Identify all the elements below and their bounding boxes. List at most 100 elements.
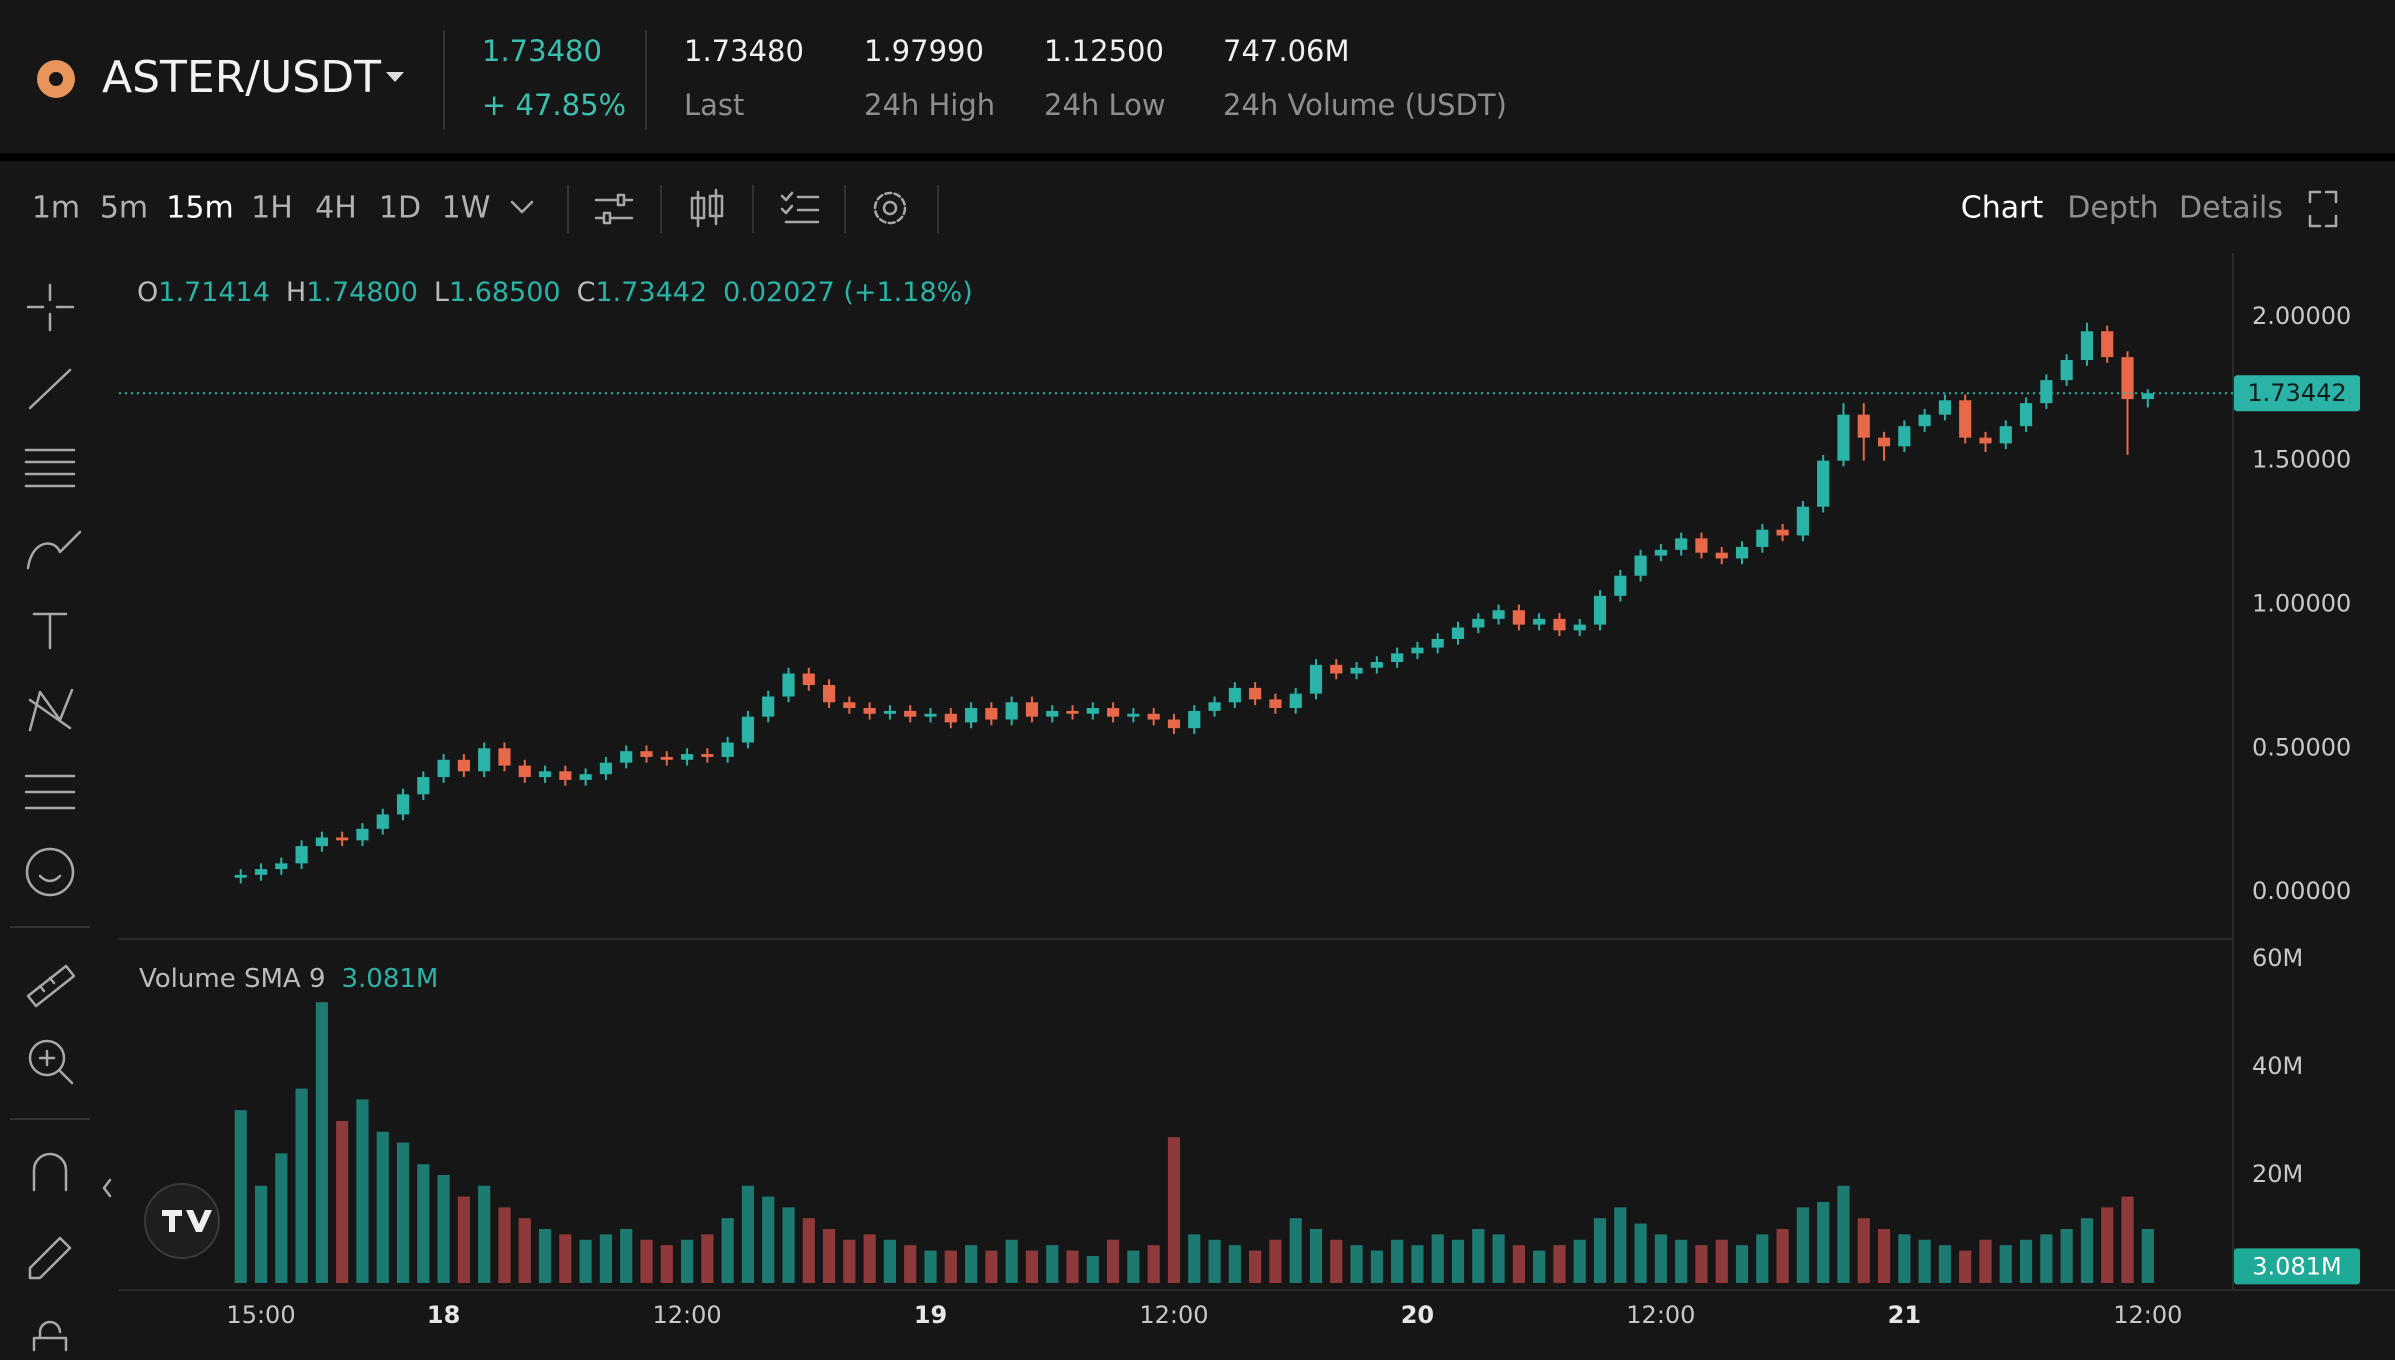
candle-body: [1715, 552, 1728, 559]
tv-logo[interactable]: [144, 1183, 220, 1259]
candle-body: [1025, 702, 1039, 717]
candle-body: [843, 702, 856, 709]
interval-button[interactable]: 5m: [100, 191, 148, 226]
view-tab[interactable]: Chart: [1961, 191, 2044, 226]
candle-body: [599, 762, 612, 775]
volume-bar: [498, 1207, 511, 1283]
candle-body: [680, 754, 694, 760]
interval-button[interactable]: 1m: [32, 191, 80, 226]
pair-dropdown[interactable]: [386, 72, 404, 82]
chart-type-icon[interactable]: [690, 188, 724, 228]
volume-bar: [1512, 1245, 1525, 1283]
collapse-arrow[interactable]: [102, 1178, 112, 1198]
candle-body: [1837, 414, 1850, 461]
candle-body: [1654, 549, 1667, 556]
volume-bar: [538, 1228, 552, 1283]
candle-body: [559, 771, 572, 780]
interval-button[interactable]: 1H: [251, 191, 293, 226]
forecast-tool[interactable]: [24, 774, 76, 810]
fullscreen-icon[interactable]: [2308, 190, 2338, 228]
candle-body: [2060, 359, 2073, 381]
candle-body: [1066, 710, 1079, 714]
zoom-tool[interactable]: [28, 1039, 66, 1077]
volume-bar: [1654, 1234, 1667, 1283]
settings-icon-ring: [873, 191, 907, 225]
more-intervals[interactable]: [510, 200, 534, 214]
volume-bar: [1411, 1245, 1424, 1283]
volume-bar: [1330, 1239, 1343, 1283]
volume-bar: [1451, 1239, 1465, 1283]
ruler-tool[interactable]: [26, 964, 76, 1008]
interval-button[interactable]: 15m: [166, 191, 233, 226]
candle-body: [457, 759, 470, 772]
settings-icon[interactable]: [882, 200, 898, 216]
pattern-tool[interactable]: [28, 688, 74, 732]
candle-body: [1898, 426, 1911, 447]
time-tick-label: 12:00: [1626, 1301, 1695, 1329]
gap: [0, 153, 2395, 161]
candle-body: [924, 713, 937, 717]
indicators-icon[interactable]: [594, 193, 634, 225]
candle-body: [2101, 331, 2114, 358]
view-tab[interactable]: Details: [2179, 191, 2283, 226]
volume-bar: [1817, 1201, 1830, 1283]
candle-body: [1593, 595, 1607, 625]
candle-body: [1451, 627, 1465, 640]
candle-body: [985, 708, 998, 720]
volume-bar: [2040, 1234, 2053, 1283]
candle-body: [538, 771, 552, 778]
volume-bar: [2019, 1239, 2033, 1283]
candle-body: [762, 696, 775, 717]
templates-icon[interactable]: [780, 191, 820, 224]
volume-bar: [559, 1234, 572, 1283]
candle-body: [620, 751, 633, 763]
volume-bar: [336, 1120, 349, 1283]
drawing-tools: [10, 283, 112, 1352]
brush-tool[interactable]: [26, 530, 82, 570]
legend-key: H: [286, 277, 306, 308]
volume-bar: [254, 1185, 268, 1283]
legend-value: 1.68500: [449, 277, 561, 308]
interval-button[interactable]: 4H: [315, 191, 357, 226]
volume-bar: [701, 1234, 714, 1283]
intervals: 1m 5m 15m 1H 4H 1D 1W: [32, 191, 491, 226]
ohlc-legend: O1.71414 H1.74800 L1.68500 C1.73442 0.02027 …: [137, 277, 973, 308]
lock-draw-tool[interactable]: [28, 1236, 72, 1280]
magnet-tool[interactable]: [32, 1152, 68, 1192]
volume-bar: [924, 1250, 937, 1283]
volume-bar: [843, 1239, 856, 1283]
volume-tick-label: 40M: [2252, 1052, 2303, 1080]
volume-bar: [1147, 1245, 1160, 1283]
volume-bar: [457, 1196, 470, 1283]
legend-key: L: [434, 277, 449, 308]
volume-bar: [579, 1239, 592, 1283]
volume-sma-tag-label: 3.081M: [2252, 1252, 2341, 1280]
candle-body: [1675, 538, 1688, 550]
lock-tool[interactable]: [32, 1320, 68, 1352]
candle-body: [478, 748, 491, 772]
time-tick-label: 18: [427, 1301, 460, 1329]
candle-body: [944, 713, 957, 723]
pair-name[interactable]: ASTER/USDT: [102, 52, 381, 103]
volume-bar: [2080, 1218, 2094, 1283]
volume-bar: [1979, 1239, 1992, 1283]
view-tab[interactable]: Depth: [2067, 191, 2158, 226]
volume-bar: [620, 1228, 633, 1283]
candle-body: [1350, 667, 1363, 674]
volume-bar: [1472, 1228, 1485, 1283]
crosshair-tool[interactable]: [26, 283, 75, 332]
volume-bar: [1025, 1250, 1039, 1283]
volume-sma-name: Volume SMA 9: [139, 964, 326, 994]
interval-button[interactable]: 1W: [442, 191, 491, 226]
emoji-tool[interactable]: [25, 847, 75, 897]
text-tool[interactable]: [32, 612, 68, 650]
volume-bar: [1228, 1245, 1241, 1283]
candle-body: [721, 742, 734, 757]
candle-body: [1553, 618, 1566, 631]
volume-bar: [1533, 1250, 1546, 1283]
last-price-tag: [2234, 375, 2360, 412]
line-tool[interactable]: [28, 368, 72, 410]
time-tick-label: 12:00: [1139, 1301, 1208, 1329]
interval-button[interactable]: 1D: [379, 191, 421, 226]
fib-tool[interactable]: [24, 448, 76, 488]
